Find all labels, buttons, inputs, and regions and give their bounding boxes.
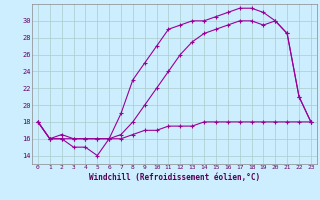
X-axis label: Windchill (Refroidissement éolien,°C): Windchill (Refroidissement éolien,°C) — [89, 173, 260, 182]
